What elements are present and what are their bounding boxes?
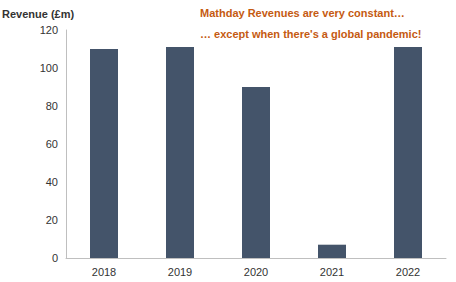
svg-text:60: 60 — [46, 138, 58, 150]
svg-text:40: 40 — [46, 176, 58, 188]
svg-text:2021: 2021 — [320, 266, 344, 278]
svg-text:120: 120 — [40, 24, 58, 36]
svg-text:… except when there's a global: … except when there's a global pandemic! — [200, 28, 421, 40]
svg-text:Revenue (£m): Revenue (£m) — [2, 8, 74, 20]
svg-text:0: 0 — [52, 252, 58, 264]
svg-text:20: 20 — [46, 214, 58, 226]
svg-text:80: 80 — [46, 100, 58, 112]
svg-text:2019: 2019 — [168, 266, 192, 278]
svg-text:2022: 2022 — [396, 266, 420, 278]
svg-text:2020: 2020 — [244, 266, 268, 278]
svg-text:Mathday Revenues are very cons: Mathday Revenues are very constant… — [200, 7, 405, 19]
svg-text:100: 100 — [40, 62, 58, 74]
svg-text:2018: 2018 — [92, 266, 116, 278]
